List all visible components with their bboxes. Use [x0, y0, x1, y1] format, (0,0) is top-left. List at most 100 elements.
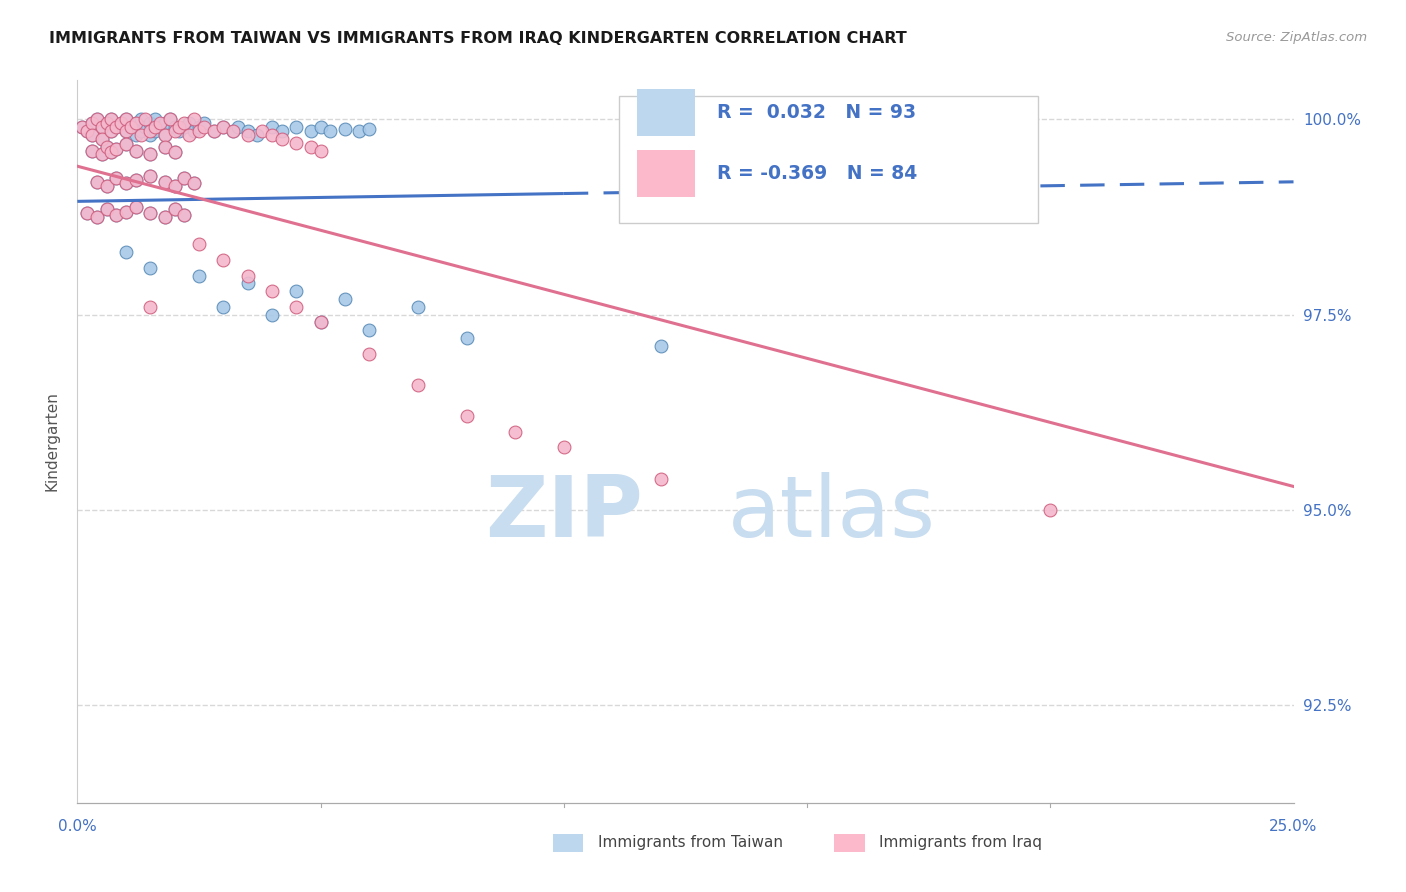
Point — [125, 128, 148, 142]
FancyBboxPatch shape — [637, 89, 695, 136]
Text: R = -0.369   N = 84: R = -0.369 N = 84 — [717, 164, 917, 184]
Point — [125, 144, 148, 158]
Text: ZIP: ZIP — [485, 472, 643, 556]
Point — [86, 175, 108, 189]
Point — [90, 132, 112, 146]
Point — [270, 124, 292, 138]
Point — [115, 177, 138, 191]
Point — [80, 128, 103, 142]
Point — [309, 315, 332, 329]
Point — [285, 300, 308, 314]
Point — [80, 116, 103, 130]
Point — [169, 124, 191, 138]
Point — [139, 300, 162, 314]
Point — [115, 112, 138, 127]
Point — [188, 268, 211, 283]
Point — [173, 120, 195, 135]
Point — [202, 124, 225, 138]
Point — [456, 409, 478, 424]
Point — [163, 202, 186, 216]
Point — [359, 323, 381, 337]
Point — [143, 112, 166, 127]
Point — [169, 120, 191, 135]
Point — [285, 120, 308, 135]
Point — [125, 200, 148, 214]
Point — [173, 208, 195, 222]
Point — [309, 315, 332, 329]
Text: Source: ZipAtlas.com: Source: ZipAtlas.com — [1226, 31, 1367, 45]
Point — [76, 206, 98, 220]
Point — [143, 124, 166, 138]
Point — [359, 346, 381, 360]
FancyBboxPatch shape — [637, 151, 695, 197]
Point — [188, 120, 211, 135]
Point — [183, 124, 205, 138]
Point — [129, 128, 152, 142]
Point — [80, 144, 103, 158]
Point — [139, 169, 162, 183]
Point — [105, 170, 128, 185]
Point — [86, 112, 108, 127]
Point — [299, 124, 322, 138]
Point — [115, 124, 138, 138]
Point — [70, 120, 93, 135]
Point — [100, 145, 122, 160]
Point — [153, 175, 176, 189]
Point — [222, 124, 245, 138]
Point — [80, 128, 103, 142]
Point — [115, 112, 138, 127]
Point — [246, 128, 269, 142]
Point — [96, 202, 118, 216]
Point — [125, 173, 148, 187]
Point — [76, 206, 98, 220]
Point — [163, 120, 186, 135]
Point — [309, 120, 332, 135]
Point — [159, 112, 181, 127]
Point — [139, 147, 162, 161]
Point — [139, 169, 162, 183]
Point — [90, 147, 112, 161]
Point — [188, 124, 211, 138]
Point — [163, 178, 186, 193]
Point — [179, 128, 201, 142]
Point — [236, 268, 259, 283]
Point — [70, 120, 93, 135]
Point — [163, 145, 186, 160]
Point — [188, 237, 211, 252]
Point — [139, 116, 162, 130]
Point — [153, 210, 176, 224]
Point — [202, 124, 225, 138]
Point — [125, 144, 148, 158]
Point — [143, 120, 166, 135]
Point — [163, 124, 186, 138]
Point — [100, 124, 122, 138]
Point — [260, 308, 283, 322]
Point — [270, 132, 292, 146]
Point — [90, 147, 112, 161]
Point — [406, 300, 429, 314]
Point — [115, 204, 138, 219]
Point — [650, 339, 672, 353]
Point — [90, 120, 112, 135]
Point — [100, 124, 122, 138]
Point — [159, 112, 181, 127]
Point — [153, 210, 176, 224]
Point — [406, 378, 429, 392]
Point — [125, 116, 148, 130]
Point — [285, 284, 308, 298]
Text: IMMIGRANTS FROM TAIWAN VS IMMIGRANTS FROM IRAQ KINDERGARTEN CORRELATION CHART: IMMIGRANTS FROM TAIWAN VS IMMIGRANTS FRO… — [49, 31, 907, 46]
Point — [120, 120, 142, 135]
Point — [96, 202, 118, 216]
Point — [359, 121, 381, 136]
Point — [503, 425, 526, 439]
Point — [1039, 503, 1062, 517]
Point — [86, 210, 108, 224]
Point — [96, 116, 118, 130]
Point — [76, 124, 98, 138]
Point — [173, 208, 195, 222]
Point — [139, 206, 162, 220]
Point — [134, 120, 156, 135]
Point — [76, 124, 98, 138]
Point — [96, 139, 118, 153]
Point — [236, 124, 259, 138]
